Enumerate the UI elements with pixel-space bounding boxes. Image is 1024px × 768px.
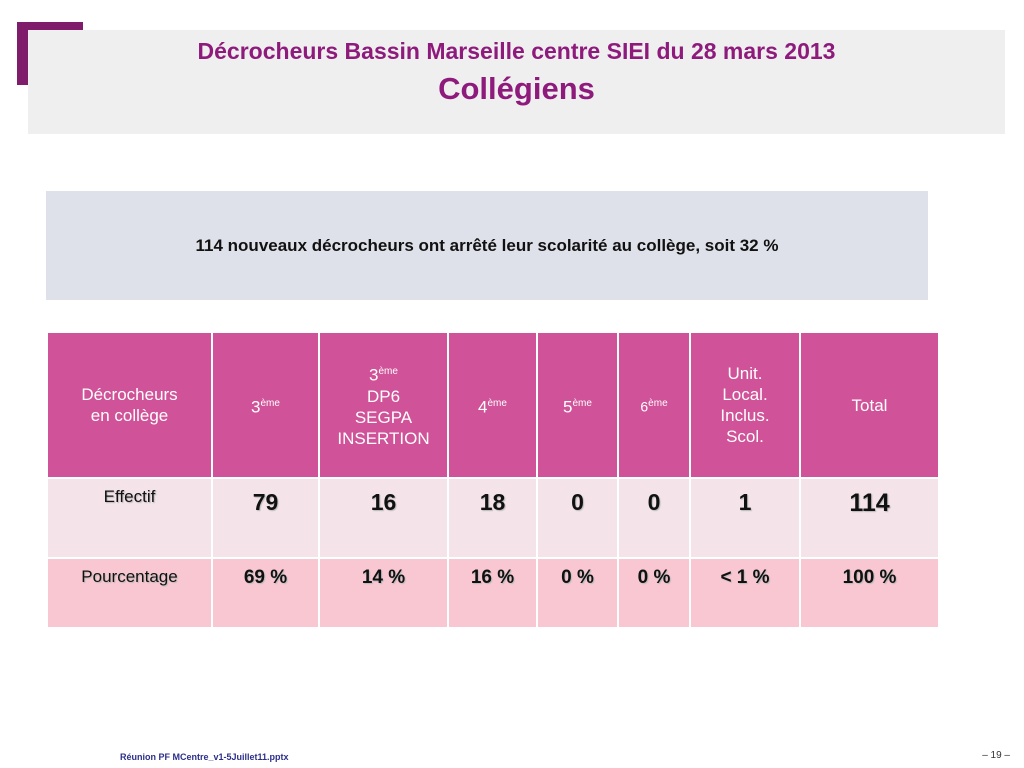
header-4eme: 4ème (447, 331, 538, 479)
header-decrocheurs: Décrocheurs en collège (46, 331, 213, 479)
cell-pct-4eme: 16 % (447, 557, 538, 629)
header-unit-local: Unit. Local. Inclus. Scol. (689, 331, 801, 479)
cell-effectif-unit: 1 (689, 477, 801, 559)
header-3eme-dp6-segpa: 3ème DP6 SEGPA INSERTION (318, 331, 449, 479)
header-band (28, 30, 1005, 134)
cell-effectif-4eme: 18 (447, 477, 538, 559)
footer-page-number: – 19 – (982, 750, 1010, 761)
cell-pct-3eme-dp6: 14 % (318, 557, 449, 629)
summary-box: 114 nouveaux décrocheurs ont arrêté leur… (46, 191, 928, 300)
cell-effectif-5eme: 0 (536, 477, 619, 559)
dropout-table: Décrocheurs en collège 3ème 3ème DP6 SEG… (46, 331, 940, 629)
cell-pct-total: 100 % (799, 557, 940, 629)
slide-subtitle: Collégiens (438, 71, 595, 106)
corner-bracket-vertical (17, 22, 28, 85)
cell-pct-5eme: 0 % (536, 557, 619, 629)
footer-filename: Réunion PF MCentre_v1-5Juillet11.pptx (120, 752, 289, 762)
slide-title: Décrocheurs Bassin Marseille centre SIEI… (197, 38, 836, 64)
row-label-effectif: Effectif (46, 477, 213, 559)
header-row: Décrocheurs en collège 3ème 3ème DP6 SEG… (46, 331, 940, 479)
cell-pct-6eme: 0 % (617, 557, 691, 629)
header-total: Total (799, 331, 940, 479)
row-label-pourcentage: Pourcentage (46, 557, 213, 629)
header-6eme: 6ème (617, 331, 691, 479)
cell-pct-3eme: 69 % (211, 557, 320, 629)
cell-effectif-total: 114 (799, 477, 940, 559)
cell-pct-unit: < 1 % (689, 557, 801, 629)
row-effectif: Effectif 79 16 18 0 0 1 114 (46, 477, 940, 559)
cell-effectif-6eme: 0 (617, 477, 691, 559)
row-pourcentage: Pourcentage 69 % 14 % 16 % 0 % 0 % < 1 %… (46, 557, 940, 629)
header-3eme: 3ème (211, 331, 320, 479)
cell-effectif-3eme-dp6: 16 (318, 477, 449, 559)
corner-bracket-horizontal (17, 22, 83, 30)
cell-effectif-3eme: 79 (211, 477, 320, 559)
header-5eme: 5ème (536, 331, 619, 479)
summary-text: 114 nouveaux décrocheurs ont arrêté leur… (195, 235, 779, 255)
